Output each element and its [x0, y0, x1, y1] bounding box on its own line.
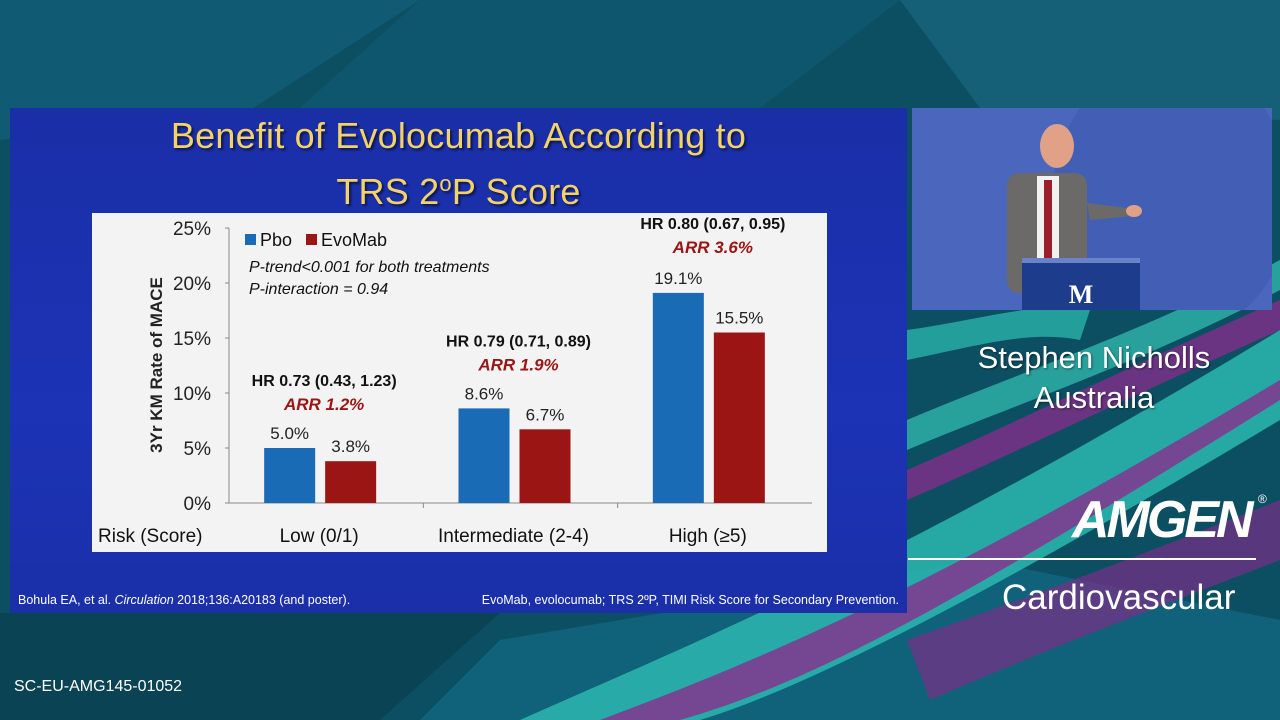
y-tick-label: 15%	[173, 329, 211, 350]
footnote-text: 2018;136:A20183 (and poster).	[173, 593, 351, 607]
data-label: 5.0%	[270, 424, 309, 443]
slide-title: Benefit of Evolocumab According to TRS 2…	[10, 112, 907, 216]
legend-swatch-pbo	[245, 234, 256, 245]
speaker-name: Stephen Nicholls	[977, 340, 1211, 375]
division-label: Cardiovascular	[1002, 578, 1236, 617]
x-tick-label: Intermediate (2-4)	[438, 526, 589, 547]
amgen-logo: AMGEN	[1072, 491, 1254, 549]
footnote-reference: Bohula EA, et al. Circulation 2018;136:A…	[18, 593, 350, 607]
data-label: 3.8%	[331, 437, 370, 456]
bar-evomab	[713, 332, 765, 503]
registered-mark: ®	[1258, 492, 1267, 506]
statistics-note: P-interaction = 0.94	[249, 281, 388, 298]
arr-label: ARR 3.6%	[672, 238, 753, 257]
podium-logo: M	[1069, 280, 1094, 309]
speaker-country: Australia	[1033, 380, 1155, 415]
legend-label: EvoMab	[321, 230, 387, 250]
y-tick-label: 5%	[184, 439, 212, 460]
legend-swatch-evomab	[306, 234, 317, 245]
data-label: 19.1%	[654, 269, 702, 288]
speaker-video-frame: M	[912, 108, 1272, 310]
x-axis-title: Risk (Score)	[98, 526, 203, 547]
footnote-abbreviations: EvoMab, evolocumab; TRS 2ºP, TIMI Risk S…	[481, 593, 899, 607]
title-superscript: o	[439, 171, 452, 196]
hazard-ratio-label: HR 0.79 (0.71, 0.89)	[446, 333, 591, 350]
footnote-text: Bohula EA, et al.	[18, 593, 115, 607]
y-tick-label: 10%	[173, 384, 211, 405]
bar-evomab	[325, 461, 377, 503]
data-label: 15.5%	[715, 309, 763, 328]
title-text: P Score	[451, 171, 581, 212]
hazard-ratio-label: HR 0.80 (0.67, 0.95)	[640, 216, 785, 233]
legend-label: Pbo	[260, 230, 292, 250]
x-tick-label: High (≥5)	[669, 526, 747, 547]
bar-chart: 0% 5% 10% 15% 20% 25% 3Yr KM Rate of MACE 5.0% 3…	[98, 216, 812, 547]
document-code: SC-EU-AMG145-01052	[14, 678, 183, 695]
title-text: TRS 2	[336, 171, 440, 212]
statistics-note: P-trend<0.001 for both treatments	[249, 259, 490, 276]
slide-title-line2: TRS 2oP Score	[10, 160, 907, 216]
y-tick-label: 25%	[173, 219, 211, 240]
y-tick-label: 20%	[173, 274, 211, 295]
speaker-video: M	[912, 108, 1272, 310]
slide-title-line1: Benefit of Evolocumab According to	[170, 115, 747, 156]
arr-label: ARR 1.2%	[283, 395, 364, 414]
divider	[908, 558, 1256, 560]
slide: Benefit of Evolocumab According to TRS 2…	[10, 108, 907, 613]
y-axis-title: 3Yr KM Rate of MACE	[147, 277, 166, 453]
y-tick-label: 0%	[184, 494, 212, 515]
chart-panel: 0% 5% 10% 15% 20% 25% 3Yr KM Rate of MACE 5.0% 3…	[92, 213, 827, 552]
bar-pbo	[652, 292, 704, 503]
x-tick-label: Low (0/1)	[280, 526, 359, 547]
data-label: 6.7%	[526, 405, 565, 424]
data-label: 8.6%	[465, 384, 504, 403]
bar-pbo	[264, 448, 316, 503]
hazard-ratio-label: HR 0.73 (0.43, 1.23)	[252, 373, 397, 390]
footnote-journal: Circulation	[114, 593, 174, 607]
bar-evomab	[519, 429, 571, 503]
bar-pbo	[458, 408, 510, 503]
arr-label: ARR 1.9%	[477, 355, 558, 374]
